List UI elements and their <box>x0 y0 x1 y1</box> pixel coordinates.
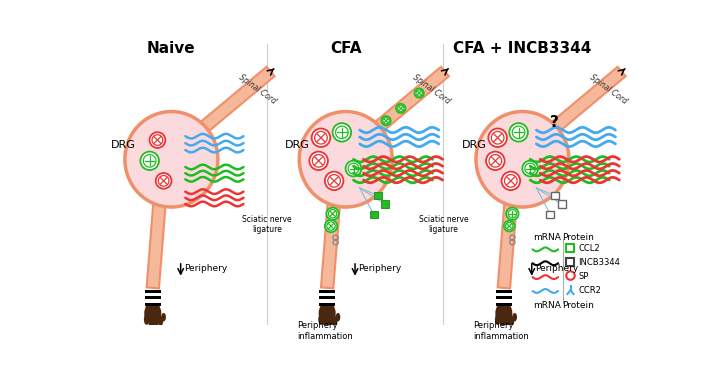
Circle shape <box>396 104 405 113</box>
Ellipse shape <box>318 314 324 325</box>
Circle shape <box>382 116 391 125</box>
Text: ?: ? <box>550 115 559 130</box>
Bar <box>496 290 512 293</box>
Polygon shape <box>498 199 517 288</box>
Text: CCL2: CCL2 <box>578 244 600 253</box>
Ellipse shape <box>332 316 338 326</box>
Circle shape <box>504 221 515 231</box>
Polygon shape <box>193 67 274 138</box>
Bar <box>320 296 335 299</box>
Text: Spinal Cord: Spinal Cord <box>237 73 278 106</box>
Bar <box>145 290 161 293</box>
Text: Periphery: Periphery <box>184 264 227 273</box>
Text: Protein: Protein <box>562 301 594 310</box>
Ellipse shape <box>158 316 163 326</box>
Bar <box>145 296 161 299</box>
Circle shape <box>486 151 505 170</box>
Text: DRG: DRG <box>285 140 310 150</box>
Text: Spinal Cord: Spinal Cord <box>411 73 452 106</box>
Bar <box>496 296 512 299</box>
Ellipse shape <box>300 112 392 207</box>
Ellipse shape <box>336 313 341 322</box>
Circle shape <box>312 128 330 147</box>
Ellipse shape <box>328 317 333 328</box>
Text: Periphery
inflammation: Periphery inflammation <box>297 321 353 341</box>
Bar <box>382 200 389 208</box>
Text: INCB3344: INCB3344 <box>578 258 620 267</box>
Text: CFA + INCB3344: CFA + INCB3344 <box>454 41 592 56</box>
Bar <box>320 299 335 303</box>
Circle shape <box>502 172 520 190</box>
Ellipse shape <box>144 302 161 325</box>
Circle shape <box>333 123 351 142</box>
Text: SP: SP <box>578 272 589 281</box>
Ellipse shape <box>144 314 149 325</box>
Bar <box>320 303 335 306</box>
Text: Spinal Cord: Spinal Cord <box>588 73 629 106</box>
Ellipse shape <box>495 302 513 325</box>
Bar <box>496 293 512 296</box>
Bar <box>546 211 554 218</box>
Ellipse shape <box>500 317 505 328</box>
Bar <box>566 258 575 266</box>
Text: mRNA: mRNA <box>534 301 561 310</box>
Circle shape <box>488 128 507 147</box>
Circle shape <box>325 172 343 190</box>
Circle shape <box>415 88 424 98</box>
Text: DRG: DRG <box>462 140 487 150</box>
Circle shape <box>506 208 518 220</box>
Text: mRNA: mRNA <box>534 233 561 242</box>
Circle shape <box>509 123 528 142</box>
Ellipse shape <box>476 112 569 207</box>
Bar <box>320 290 335 293</box>
Text: CCR2: CCR2 <box>578 286 601 295</box>
Ellipse shape <box>495 314 500 325</box>
Polygon shape <box>544 67 626 138</box>
Circle shape <box>310 151 328 170</box>
Ellipse shape <box>153 317 158 328</box>
Ellipse shape <box>513 313 517 322</box>
Bar <box>566 244 575 253</box>
Ellipse shape <box>148 317 154 328</box>
Text: DRG: DRG <box>111 140 136 150</box>
Bar <box>145 299 161 303</box>
Ellipse shape <box>509 316 514 326</box>
Ellipse shape <box>504 317 510 328</box>
Text: CFA: CFA <box>330 41 361 56</box>
Bar <box>558 200 566 208</box>
Polygon shape <box>321 199 341 288</box>
Ellipse shape <box>161 313 166 322</box>
Circle shape <box>346 161 361 176</box>
Bar <box>320 293 335 296</box>
Text: Sciatic nerve
ligature: Sciatic nerve ligature <box>418 215 468 234</box>
Bar <box>496 299 512 303</box>
Ellipse shape <box>319 302 336 325</box>
Circle shape <box>566 271 575 280</box>
Circle shape <box>522 161 538 176</box>
Polygon shape <box>147 199 166 288</box>
Text: Periphery
inflammation: Periphery inflammation <box>474 321 529 341</box>
Text: Naive: Naive <box>147 41 196 56</box>
Bar <box>145 303 161 306</box>
Text: Sciatic nerve
ligature: Sciatic nerve ligature <box>242 215 292 234</box>
Polygon shape <box>367 67 449 138</box>
Bar <box>374 192 382 200</box>
Text: Periphery: Periphery <box>358 264 402 273</box>
Circle shape <box>150 132 166 148</box>
Bar <box>551 192 559 200</box>
Circle shape <box>140 151 159 170</box>
Text: Protein: Protein <box>562 233 594 242</box>
Circle shape <box>156 173 171 189</box>
Circle shape <box>326 208 339 220</box>
Bar <box>145 293 161 296</box>
Circle shape <box>325 220 337 232</box>
Bar <box>370 211 377 218</box>
Ellipse shape <box>125 112 218 207</box>
Text: Periphery: Periphery <box>535 264 578 273</box>
Ellipse shape <box>323 317 328 328</box>
Bar <box>496 303 512 306</box>
